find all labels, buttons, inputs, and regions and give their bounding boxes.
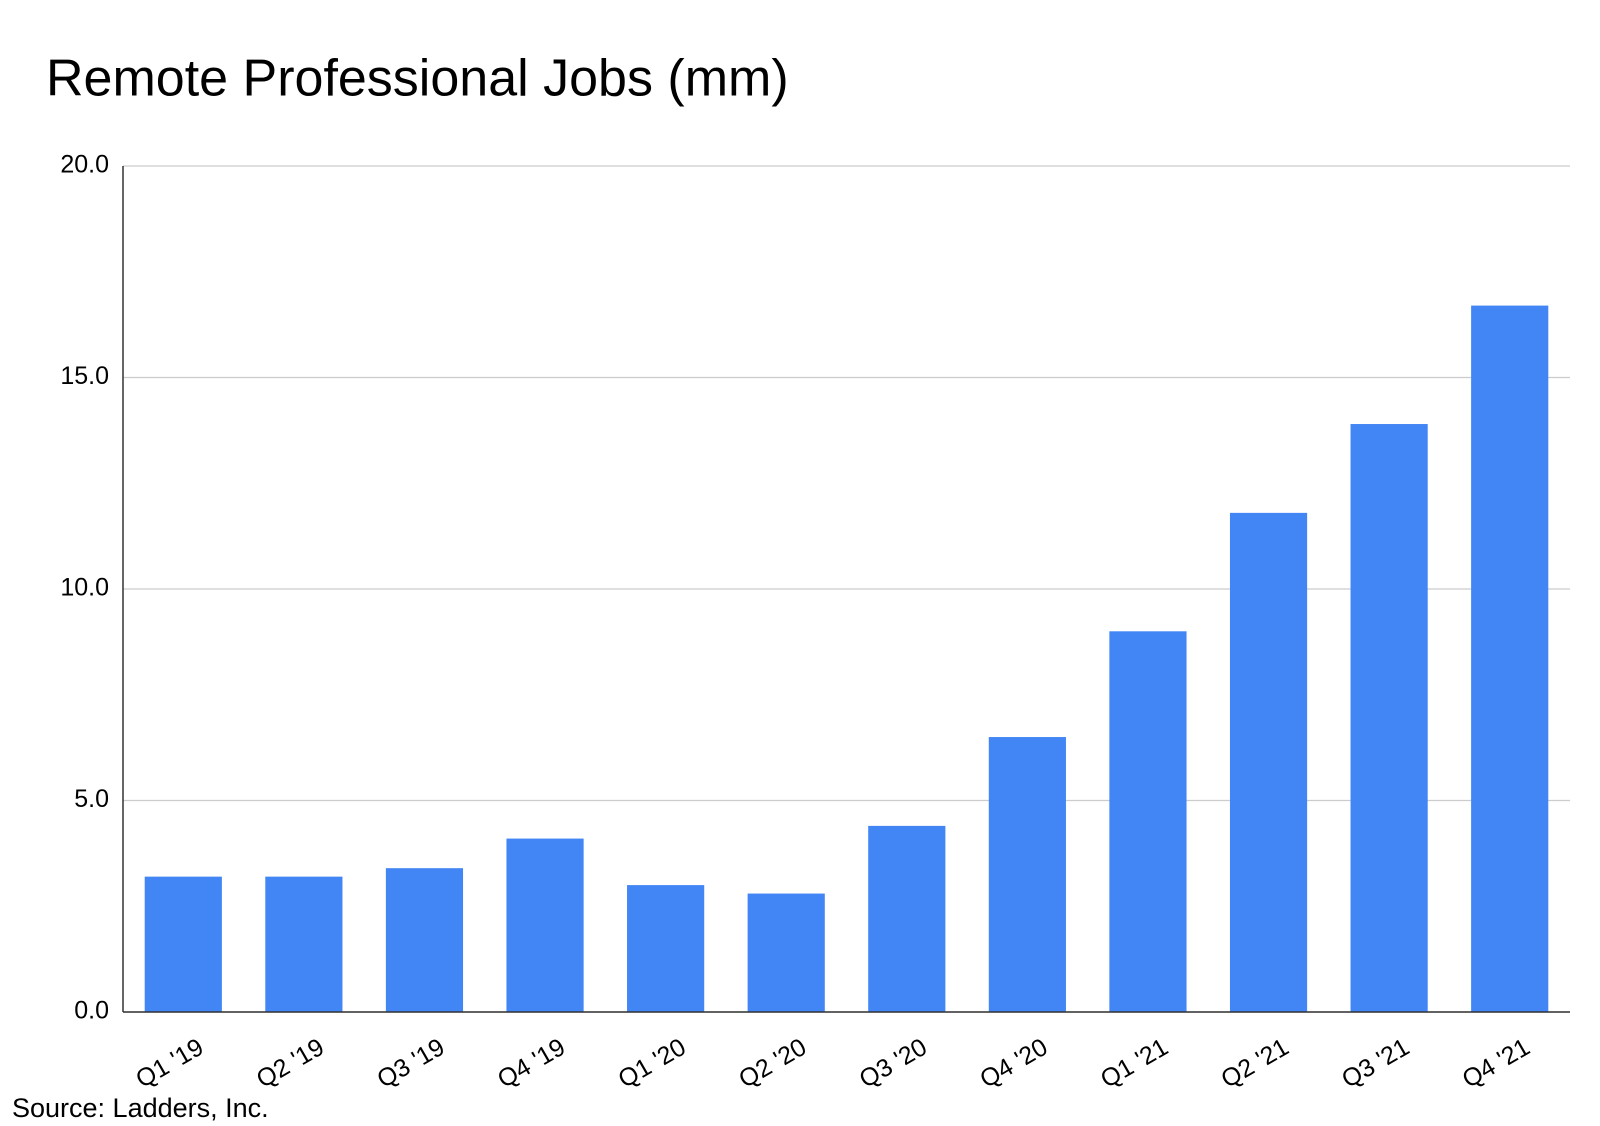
bar	[265, 876, 343, 1012]
y-tick-label: 10.0	[60, 574, 109, 602]
x-tick-label: Q2 '21	[1216, 1033, 1293, 1094]
y-tick-label: 5.0	[74, 785, 109, 813]
source-note: Source: Ladders, Inc.	[12, 1093, 269, 1123]
bar	[385, 868, 464, 1012]
x-tick-label: Q2 '19	[252, 1033, 329, 1094]
x-tick-label: Q4 '21	[1458, 1033, 1535, 1094]
bar	[144, 876, 222, 1012]
x-tick-label: Q3 '20	[855, 1033, 932, 1094]
x-tick-label: Q4 '20	[975, 1033, 1052, 1094]
bar	[627, 885, 705, 1012]
x-tick-label: Q1 '20	[613, 1033, 690, 1094]
bar	[1350, 424, 1428, 1012]
bar	[868, 825, 946, 1012]
bar	[1109, 631, 1187, 1012]
y-tick-label: 20.0	[60, 151, 109, 179]
x-tick-label: Q3 '21	[1337, 1033, 1414, 1094]
y-tick-label: 0.0	[74, 997, 109, 1025]
x-tick-label: Q1 '21	[1096, 1033, 1173, 1094]
bar	[747, 893, 825, 1012]
chart-title: Remote Professional Jobs (mm)	[46, 50, 789, 108]
bar	[1229, 512, 1308, 1012]
y-tick-label: 15.0	[60, 362, 109, 390]
x-tick-label: Q1 '19	[131, 1033, 208, 1094]
bar	[1471, 305, 1549, 1013]
bar	[506, 838, 584, 1012]
x-tick-label: Q4 '19	[493, 1033, 570, 1094]
x-tick-label: Q3 '19	[372, 1033, 449, 1094]
bar	[988, 737, 1066, 1012]
x-tick-label: Q2 '20	[734, 1033, 811, 1094]
